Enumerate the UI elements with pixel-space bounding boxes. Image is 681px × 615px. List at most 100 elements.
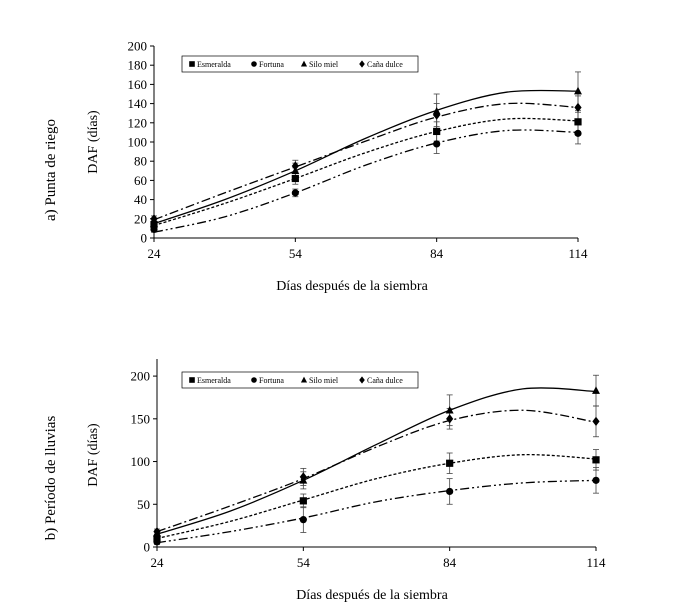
legend-marker-square xyxy=(189,61,195,67)
y-tick-label: 200 xyxy=(128,39,148,54)
data-point-diamond xyxy=(299,472,307,482)
y-tick-label: 0 xyxy=(141,231,148,246)
y-tick-label: 180 xyxy=(128,58,148,73)
x-tick-label: 114 xyxy=(568,246,588,261)
panel-a-axes: 0 20 40 60 80 100 120 140 160 180 200 24 54 84 114 xyxy=(128,39,589,262)
panel-a-legend-box xyxy=(181,55,419,73)
panel-a-markers xyxy=(150,86,582,233)
fit-curve-ca-a-dulce xyxy=(156,409,597,533)
legend-symbol-circle xyxy=(251,61,257,67)
data-point-circle xyxy=(446,487,454,496)
legend-symbol-diamond xyxy=(359,60,365,68)
legend-item-silo-miel: Silo miel xyxy=(300,376,339,385)
legend-symbol-diamond xyxy=(359,376,365,384)
legend-label: Caña dulce xyxy=(367,60,403,69)
legend-item-esmeralda: Esmeralda xyxy=(189,376,231,385)
legend-symbol-triangle xyxy=(300,60,308,67)
fit-curve-fortuna xyxy=(153,129,579,233)
legend-marker-diamond xyxy=(359,376,365,384)
panel-a-x-axis-label: Días después de la siembra xyxy=(276,279,428,294)
data-point-square xyxy=(291,174,299,183)
legend-label: Esmeralda xyxy=(197,60,231,69)
y-tick-label: 100 xyxy=(128,135,148,150)
panel-a-fit-curves xyxy=(153,89,579,233)
data-point-circle xyxy=(153,538,161,546)
y-tick-label: 40 xyxy=(134,192,147,207)
legend-symbol-circle xyxy=(251,377,257,383)
x-tick-label: 54 xyxy=(289,246,303,261)
fit-curve-silo-miel xyxy=(153,89,579,225)
data-point-circle xyxy=(150,225,158,233)
x-tick-label: 24 xyxy=(148,246,162,261)
x-tick-label: 24 xyxy=(151,555,165,570)
legend-label: Silo miel xyxy=(309,376,339,385)
panel-b-fit-curves xyxy=(156,387,597,544)
panel-a-legend: Esmeralda Fortuna Silo miel Caña dulce xyxy=(181,55,419,73)
panel-b-markers xyxy=(153,386,600,546)
x-tick-label: 114 xyxy=(586,555,606,570)
panel-b-axes: 0 50 100 150 200 24 54 84 114 xyxy=(131,359,606,570)
data-point-circle xyxy=(592,476,600,484)
data-point-triangle xyxy=(592,386,600,394)
panel-b-side-label: b) Período de lluvias xyxy=(43,416,59,541)
legend-marker-square xyxy=(189,377,195,383)
data-point-circle xyxy=(299,516,307,524)
legend-item-esmeralda: Esmeralda xyxy=(189,60,231,69)
legend-marker-triangle xyxy=(300,376,308,383)
data-point-square xyxy=(592,456,600,464)
y-tick-label: 60 xyxy=(134,173,147,188)
y-tick-label: 120 xyxy=(128,115,148,130)
y-tick-label: 50 xyxy=(137,497,150,512)
fit-curve-fortuna xyxy=(156,479,597,544)
y-tick-label: 100 xyxy=(131,454,151,469)
y-tick-label: 160 xyxy=(128,77,148,92)
x-tick-label: 54 xyxy=(297,555,311,570)
legend-label: Caña dulce xyxy=(367,376,403,385)
panel-b-x-axis-label: Días después de la siembra xyxy=(296,588,448,603)
panel-a-side-label: a) Punta de riego xyxy=(43,119,59,221)
panel-b-error-bars xyxy=(154,374,599,545)
legend-item-silo-miel: Silo miel xyxy=(300,60,339,69)
fit-curve-ca-a-dulce xyxy=(153,102,579,221)
data-point-circle xyxy=(574,129,582,137)
legend-symbol-triangle xyxy=(300,376,308,383)
legend-marker-triangle xyxy=(300,60,308,67)
data-point-triangle xyxy=(574,86,582,95)
data-point-diamond xyxy=(574,102,582,113)
legend-item-cana-dulce: Caña dulce xyxy=(359,60,403,69)
data-point-diamond xyxy=(446,414,454,424)
y-tick-label: 140 xyxy=(128,96,148,111)
x-tick-label: 84 xyxy=(443,555,457,570)
data-point-diamond xyxy=(153,526,161,537)
data-point-diamond xyxy=(592,416,600,427)
panel-b-y-axis-label: DAF (días) xyxy=(86,423,101,487)
panel-a: a) Punta de riego DAF (días) Días despué… xyxy=(43,39,588,295)
data-point-diamond xyxy=(433,110,441,120)
x-tick-label: 84 xyxy=(430,246,444,261)
panel-b-legend: Esmeralda Fortuna Silo miel Caña dulce xyxy=(181,371,419,389)
legend-marker-diamond xyxy=(359,60,365,68)
panel-a-y-axis-label: DAF (días) xyxy=(86,110,101,174)
fit-curve-silo-miel xyxy=(156,387,597,535)
legend-label: Fortuna xyxy=(259,60,284,69)
panel-a-error-bars xyxy=(151,71,581,233)
data-point-square xyxy=(446,459,454,467)
legend-label: Fortuna xyxy=(259,376,284,385)
legend-item-fortuna: Fortuna xyxy=(251,376,284,385)
data-point-triangle xyxy=(445,405,454,414)
legend-item-cana-dulce: Caña dulce xyxy=(359,376,403,385)
data-point-diamond xyxy=(150,214,158,224)
legend-symbol-square xyxy=(189,377,195,383)
legend-label: Esmeralda xyxy=(197,376,231,385)
legend-item-fortuna: Fortuna xyxy=(251,60,284,69)
data-point-circle xyxy=(291,189,299,197)
data-point-diamond xyxy=(291,161,299,171)
legend-marker-circle xyxy=(251,61,257,67)
y-tick-label: 20 xyxy=(134,211,147,226)
data-point-square xyxy=(299,497,307,505)
data-point-square xyxy=(574,118,582,126)
panel-b: b) Período de lluvias DAF (días) Días de… xyxy=(43,359,606,603)
data-point-square xyxy=(433,127,441,136)
y-tick-label: 80 xyxy=(134,154,147,169)
fit-curve-esmeralda xyxy=(153,117,579,227)
